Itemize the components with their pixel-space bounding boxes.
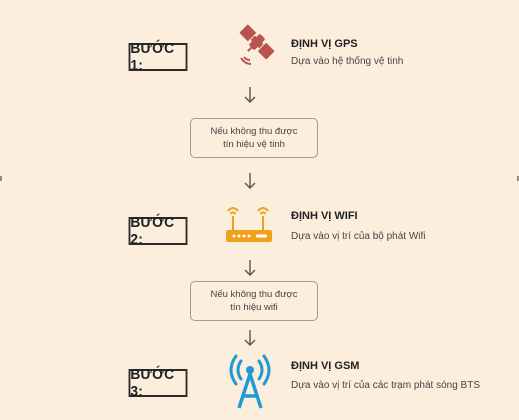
cell-tower-icon: [229, 354, 271, 409]
edge-mark-left: [0, 176, 2, 181]
condition-line-1: Nếu không thu được: [210, 289, 298, 300]
step-2-label: BƯỚC 2:: [128, 214, 188, 248]
condition-line-2: tín hiệu vệ tinh: [223, 139, 285, 150]
satellite-icon: [239, 24, 275, 65]
down-arrow-icon: [244, 87, 256, 103]
down-arrow-icon: [244, 173, 256, 189]
step-1-title: ĐỊNH VỊ GPS: [291, 38, 358, 50]
down-arrow-icon: [244, 260, 256, 276]
down-arrow-icon: [244, 330, 256, 346]
step-2-title: ĐỊNH VỊ WIFI: [291, 210, 358, 222]
condition-no-satellite: Nếu không thu được tín hiệu vệ tinh: [190, 118, 318, 158]
condition-line-2: tín hiệu wifi: [230, 302, 278, 313]
step-1-label: BƯỚC 1:: [128, 40, 188, 74]
step-2-desc: Dựa vào vị trí của bộ phát Wifi: [291, 231, 426, 242]
step-3-title: ĐỊNH VỊ GSM: [291, 360, 360, 372]
step-3-label: BƯỚC 3:: [128, 366, 188, 400]
step-3-desc: Dựa vào vị trí của các trạm phát sóng BT…: [291, 380, 480, 391]
wifi-router-icon: [226, 207, 272, 242]
condition-line-1: Nếu không thu được: [210, 126, 298, 137]
condition-no-wifi: Nếu không thu được tín hiệu wifi: [190, 281, 318, 321]
step-1-desc: Dựa vào hệ thống vệ tinh: [291, 56, 404, 67]
edge-mark-right: [517, 176, 519, 181]
